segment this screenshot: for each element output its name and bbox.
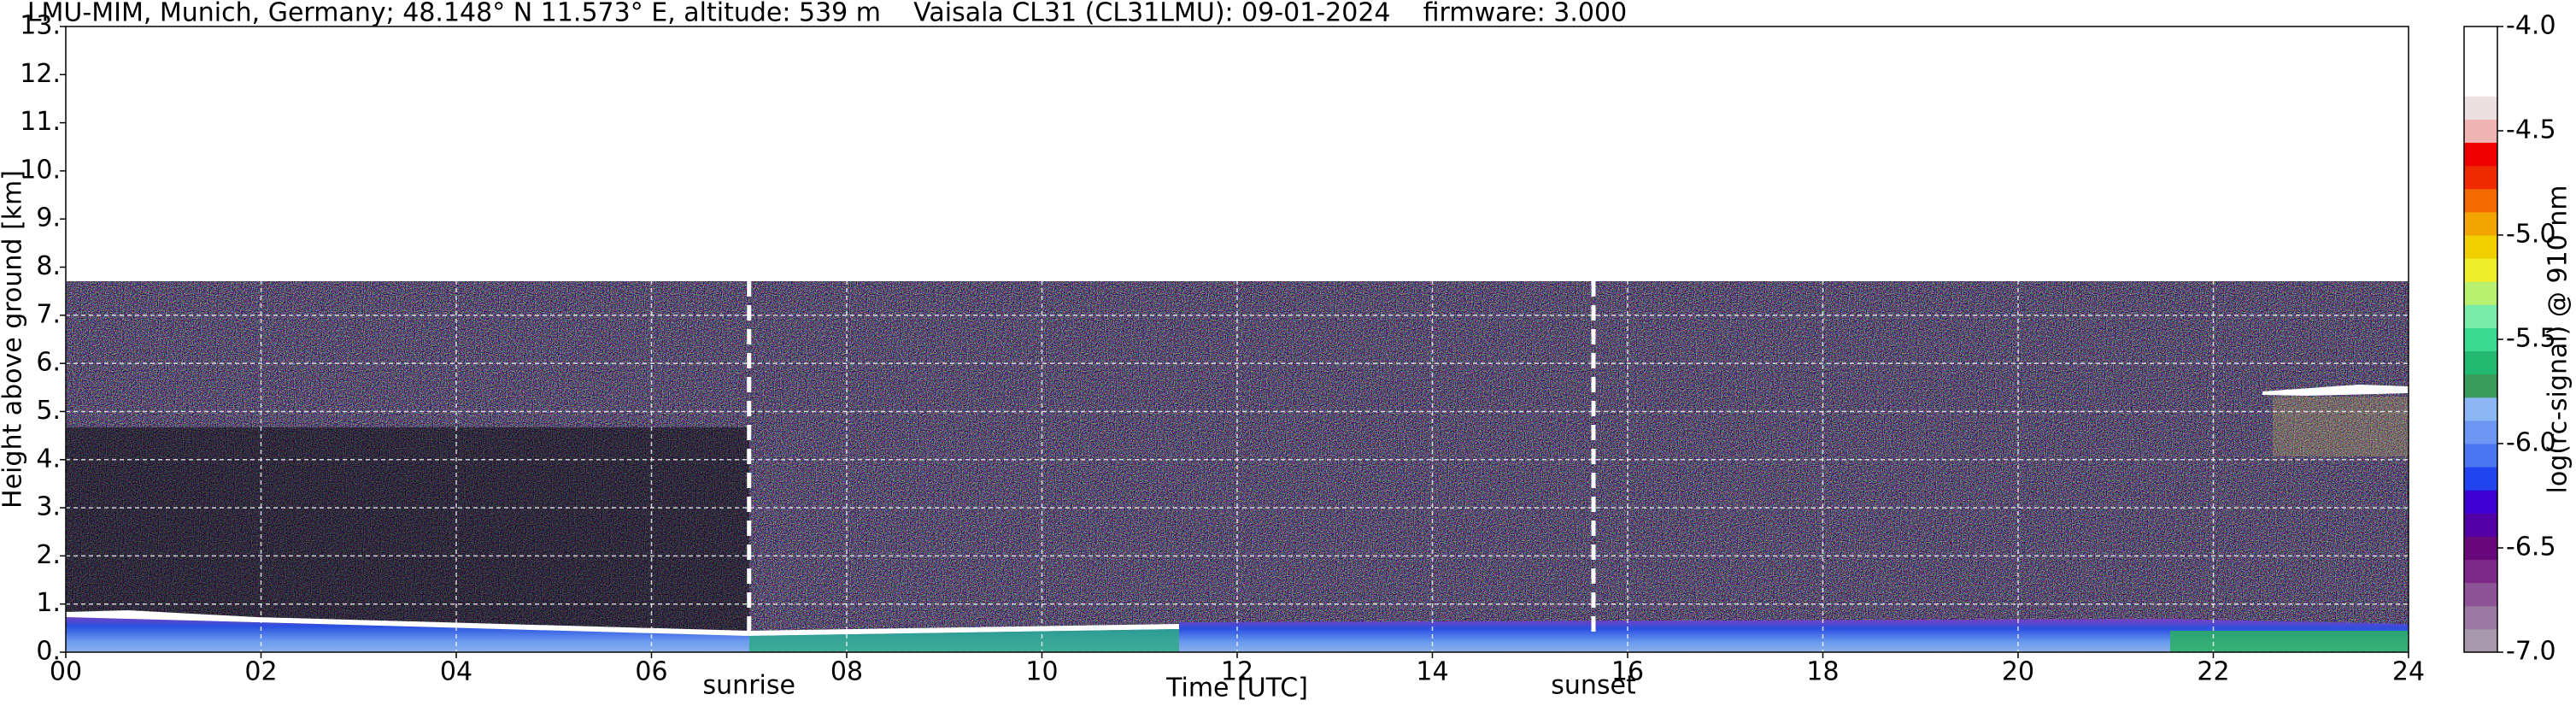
x-tick-label: 08	[830, 657, 863, 687]
annotation-label: sunrise	[703, 671, 795, 701]
x-tick-label: 24	[2392, 657, 2425, 687]
x-tick-label: 04	[440, 657, 472, 687]
colorbar-segment	[2464, 327, 2497, 352]
colorbar-tick-label: -6.0	[2506, 428, 2556, 458]
colorbar-segment	[2464, 188, 2497, 213]
colorbar-segment	[2464, 96, 2497, 120]
colorbar-segment	[2464, 26, 2497, 50]
y-tick-label: 8.	[36, 251, 61, 281]
x-axis-label: Time [UTC]	[1165, 674, 1308, 703]
y-tick-label: 10.	[20, 155, 61, 185]
colorbar-segment	[2464, 165, 2497, 190]
colorbar-segment	[2464, 211, 2497, 236]
colorbar-segment	[2464, 397, 2497, 421]
x-tick-label: 22	[2197, 657, 2229, 687]
y-tick-label: 3.	[36, 492, 61, 522]
colorbar-segment	[2464, 420, 2497, 444]
colorbar-segment	[2464, 374, 2497, 398]
annotation-label: sunset	[1551, 671, 1636, 701]
y-tick-label: 12.	[20, 59, 61, 89]
plot-frame	[65, 26, 2409, 653]
x-tick-label: 00	[50, 657, 82, 687]
y-tick-label: 6.	[36, 348, 61, 378]
y-tick-label: 9.	[36, 203, 61, 233]
colorbar-segment	[2464, 281, 2497, 305]
x-tick-label: 02	[244, 657, 277, 687]
colorbar-segment	[2464, 582, 2497, 607]
x-tick-label: 18	[1806, 657, 1839, 687]
colorbar-segment	[2464, 444, 2497, 468]
chart-title: LMU-MIM, Munich, Germany; 48.148° N 11.5…	[27, 0, 1627, 28]
colorbar-tick-label: -4.0	[2506, 11, 2556, 41]
y-tick-label: 4.	[36, 444, 61, 474]
x-tick-label: 10	[1025, 657, 1058, 687]
x-tick-label: 12	[1221, 657, 1253, 687]
y-tick-label: 5.	[36, 396, 61, 426]
colorbar-segment	[2464, 235, 2497, 259]
colorbar-segment	[2464, 258, 2497, 282]
colorbar-segment	[2464, 467, 2497, 491]
colorbar-tick-label: -5.5	[2506, 324, 2556, 354]
y-tick-label: 1.	[36, 588, 61, 618]
colorbar-tick-label: -6.5	[2506, 532, 2556, 562]
colorbar-segment	[2464, 605, 2497, 630]
y-tick-label: 11.	[20, 107, 61, 137]
colorbar-segment	[2464, 536, 2497, 561]
y-tick-label: 0.	[36, 637, 61, 667]
y-tick-label: 13.	[20, 11, 61, 41]
colorbar-segment	[2464, 73, 2497, 97]
x-tick-label: 14	[1416, 657, 1448, 687]
y-axis-label: Height above ground [km]	[0, 170, 28, 509]
y-tick-label: 2.	[36, 540, 61, 570]
colorbar-segment	[2464, 350, 2497, 375]
colorbar-tick-label: -7.0	[2506, 637, 2556, 667]
colorbar-tick-label: -4.5	[2506, 115, 2556, 145]
x-tick-label: 20	[2002, 657, 2034, 687]
colorbar-segment	[2464, 304, 2497, 328]
x-tick-label: 16	[1611, 657, 1644, 687]
colorbar-label: log(rc-signal) @ 910 nm	[2544, 185, 2573, 494]
colorbar-segment	[2464, 490, 2497, 514]
y-tick-label: 7.	[36, 299, 61, 329]
colorbar-segment	[2464, 142, 2497, 167]
x-tick-label: 06	[635, 657, 667, 687]
colorbar-segment	[2464, 119, 2497, 144]
colorbar-segment	[2464, 513, 2497, 537]
colorbar-segment	[2464, 559, 2497, 584]
colorbar-tick-label: -5.0	[2506, 220, 2556, 250]
colorbar-segment	[2464, 628, 2497, 653]
colorbar-segment	[2464, 50, 2497, 74]
